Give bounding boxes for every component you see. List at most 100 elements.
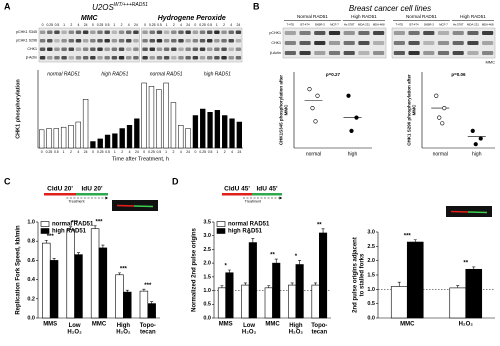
x-tick-label: 2 <box>173 150 175 154</box>
blot-band <box>75 47 82 51</box>
blot-band <box>299 31 311 35</box>
lane-label: 0.5 <box>157 23 162 27</box>
blot-band <box>47 39 53 43</box>
bar <box>288 284 297 319</box>
blot-band <box>54 39 60 43</box>
blot-band <box>206 47 213 51</box>
lane-label: 0 <box>92 23 94 27</box>
bar <box>148 86 155 149</box>
blot-band <box>163 47 170 51</box>
blot-band <box>373 51 385 55</box>
significance: *** <box>47 234 55 240</box>
error-bar <box>456 285 460 288</box>
point <box>354 115 359 120</box>
blot-band <box>358 51 370 55</box>
blot-band <box>68 30 75 34</box>
lane-label: T-47D <box>396 23 404 27</box>
significance: *** <box>144 283 152 289</box>
blot-band <box>482 31 494 35</box>
blot-band <box>75 56 82 60</box>
y-axis-label: CHK1 phosphorylation <box>15 79 21 139</box>
x-tick-label: 0 <box>92 150 94 154</box>
text-line: Low <box>69 322 81 328</box>
x-tick-label: MMC <box>92 322 107 328</box>
legend-label: normal RAD51 <box>228 222 270 228</box>
x-tick-label: 0 <box>41 150 43 154</box>
x-tick-label: 1 <box>165 150 167 154</box>
error-bar <box>321 228 325 233</box>
lane-label: 2 <box>223 23 225 27</box>
x-tick-label: 0.5 <box>105 150 110 154</box>
blot-band <box>185 39 191 43</box>
blot-row-label: β-Actin <box>26 56 37 60</box>
blot-band <box>206 30 213 34</box>
blot-band <box>178 30 184 34</box>
point <box>307 86 312 92</box>
blot-band <box>97 47 103 51</box>
bar <box>119 128 125 149</box>
blot-band <box>47 47 53 51</box>
y-tick-label: 0.8 <box>27 239 35 245</box>
series-label: high RAD51 <box>204 71 231 77</box>
lane-label: SKBR-3 <box>424 23 435 27</box>
blot-band <box>185 47 191 51</box>
group-label: Normal RAD51 <box>297 14 328 19</box>
lane-label: 4 <box>128 23 130 27</box>
y-tick-label: 3.0 <box>203 233 211 239</box>
y-tick-label: 1.5 <box>367 272 375 278</box>
blot-band <box>206 56 213 60</box>
blot-band <box>199 39 206 43</box>
blot-band <box>97 30 103 34</box>
blot-band <box>452 31 464 35</box>
blot-band <box>437 41 450 45</box>
pulse-label: IdU 45' <box>256 186 278 193</box>
bar <box>46 128 52 149</box>
y-tick-label: 0.0 <box>367 315 375 321</box>
blot-band <box>467 31 479 35</box>
y-tick-label: 0.5 <box>203 302 211 308</box>
blot-band <box>467 41 479 45</box>
blot-band <box>104 39 110 43</box>
lane-label: MDA-468 <box>373 23 385 27</box>
x-tick-label: 0.25 <box>148 150 155 154</box>
bar <box>112 133 118 149</box>
bar <box>295 264 304 319</box>
bar <box>60 126 67 149</box>
bar <box>68 125 74 149</box>
blot-band <box>284 41 296 45</box>
blot-band <box>185 30 191 34</box>
y-axis-label: 2nd pulse origins adjacentto stalled for… <box>352 237 365 313</box>
treatment-label: Treatment <box>245 199 261 203</box>
text-line: MMC <box>412 104 417 115</box>
cldu-bar <box>44 193 76 196</box>
blot-band <box>192 39 199 43</box>
blot-band <box>163 56 170 60</box>
point <box>440 121 445 126</box>
error-bar <box>52 258 56 261</box>
text-line: Topo- <box>311 322 327 328</box>
bar <box>465 268 483 319</box>
text-line: 2nd pulse origins adjacent <box>352 237 358 313</box>
x-tick-label: high <box>348 151 358 157</box>
x-tick-label: 0.5 <box>54 150 59 154</box>
y-tick-label: 1.0 <box>203 288 211 294</box>
blot-band <box>171 39 177 43</box>
bar <box>141 82 147 149</box>
blot-band <box>118 39 125 43</box>
x-tick-label: Topo-tecan <box>311 322 327 335</box>
blot-band <box>97 56 103 60</box>
lane-label: 2 <box>173 23 175 27</box>
point <box>442 105 447 111</box>
blot-band <box>75 30 82 34</box>
bar <box>42 242 51 319</box>
blot-band <box>118 47 125 51</box>
error-bar <box>413 239 417 243</box>
y-tick-label: 1.5 <box>203 274 211 280</box>
lane-label: MDA-231 <box>467 23 479 27</box>
x-tick-label: 24 <box>186 150 190 154</box>
blot-band <box>39 47 46 51</box>
bar <box>406 241 424 319</box>
bar <box>170 102 177 149</box>
bar <box>115 274 124 319</box>
bar <box>449 287 467 319</box>
